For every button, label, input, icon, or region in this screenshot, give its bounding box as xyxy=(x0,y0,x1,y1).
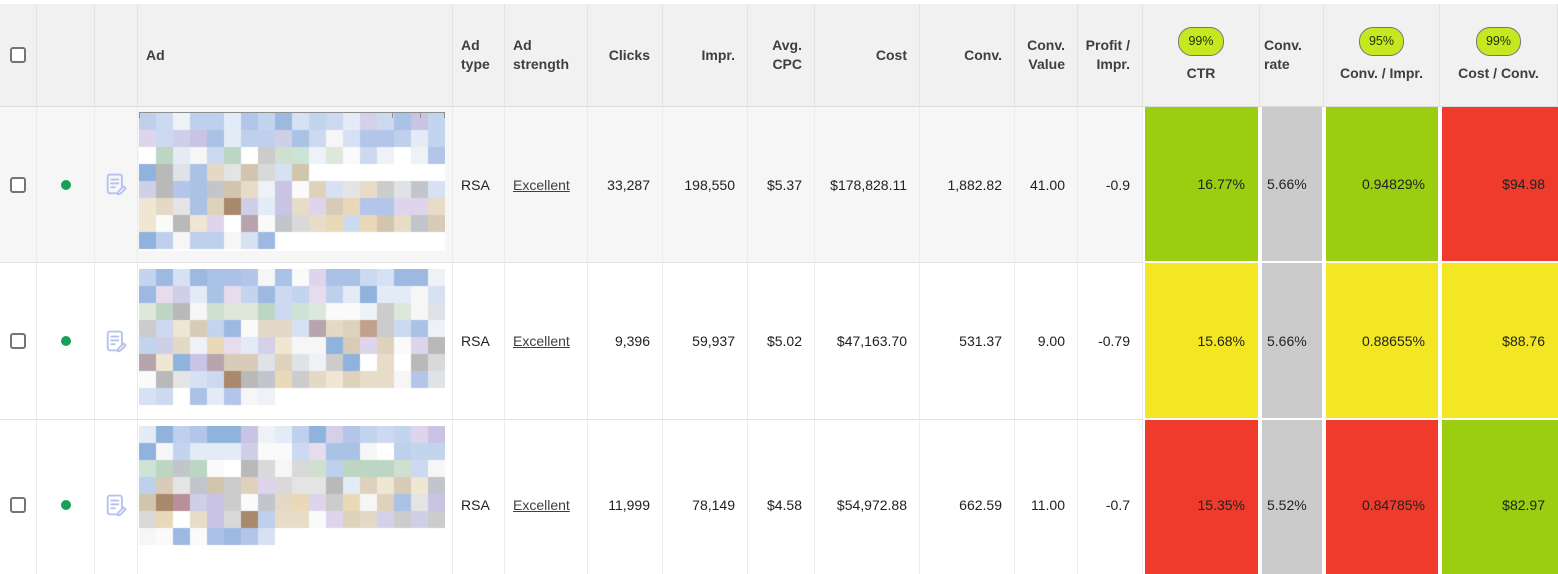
ctr-cell: 16.77% xyxy=(1143,107,1260,263)
edit-header-cell xyxy=(95,4,138,107)
row-select-cell xyxy=(0,107,37,263)
conv-rate-cell: 5.52% xyxy=(1260,420,1324,574)
row-select-cell xyxy=(0,420,37,574)
select-all-cell xyxy=(0,4,37,107)
conv-cell: 662.59 xyxy=(920,420,1015,574)
cost-per-conv-cell: $88.76 xyxy=(1440,263,1558,420)
profit-impr-cell: -0.7 xyxy=(1078,420,1143,574)
edit-document-icon xyxy=(106,494,127,516)
clicks-cell: 11,999 xyxy=(588,420,663,574)
ad-preview-frame xyxy=(139,112,445,118)
edit-ad-button[interactable] xyxy=(103,171,130,198)
status-cell xyxy=(37,420,95,574)
ctr-cell: 15.68% xyxy=(1143,263,1260,420)
header-conv-rate[interactable]: Conv. rate xyxy=(1260,4,1324,107)
table-row: RSA Excellent 11,999 78,149 $4.58 $54,97… xyxy=(0,420,1558,574)
ctr-cell: 15.35% xyxy=(1143,420,1260,574)
conv-cell: 531.37 xyxy=(920,263,1015,420)
row-select-cell xyxy=(0,263,37,420)
ad-strength-cell: Excellent xyxy=(505,263,588,420)
status-enabled-dot[interactable] xyxy=(60,179,71,190)
ad-strength-cell: Excellent xyxy=(505,420,588,574)
ad-preview-cell xyxy=(138,107,453,263)
ad-strength-link[interactable]: Excellent xyxy=(513,176,570,193)
status-header-cell xyxy=(37,4,95,107)
edit-document-icon xyxy=(106,173,127,196)
edit-cell xyxy=(95,420,138,574)
impr-cell: 59,937 xyxy=(663,263,748,420)
ad-strength-cell: Excellent xyxy=(505,107,588,263)
ad-preview-cell xyxy=(138,263,453,420)
ad-preview-blurred xyxy=(139,269,445,413)
ad-type-cell: RSA xyxy=(453,420,505,574)
table-header: Ad Ad type Ad strength Clicks Impr. Avg.… xyxy=(0,4,1558,107)
header-profit-impr[interactable]: Profit / Impr. xyxy=(1078,4,1143,107)
header-conv-per-impr[interactable]: 95% Conv. / Impr. xyxy=(1324,4,1440,107)
cost-per-conv-cell: $94.98 xyxy=(1440,107,1558,263)
avg-cpc-cell: $5.37 xyxy=(748,107,815,263)
impr-cell: 78,149 xyxy=(663,420,748,574)
header-conv-value[interactable]: Conv. Value xyxy=(1015,4,1078,107)
header-ad-strength[interactable]: Ad strength xyxy=(505,4,588,107)
edit-cell xyxy=(95,263,138,420)
ad-strength-link[interactable]: Excellent xyxy=(513,333,570,349)
header-ad[interactable]: Ad xyxy=(138,4,453,107)
row-checkbox[interactable] xyxy=(10,497,26,513)
select-all-checkbox[interactable] xyxy=(10,47,26,63)
header-cost-per-conv[interactable]: 99% Cost / Conv. xyxy=(1440,4,1558,107)
impr-cell: 198,550 xyxy=(663,107,748,263)
conv-value-cell: 41.00 xyxy=(1015,107,1078,263)
header-ad-type[interactable]: Ad type xyxy=(453,4,505,107)
avg-cpc-cell: $4.58 xyxy=(748,420,815,574)
status-cell xyxy=(37,107,95,263)
ad-strength-link[interactable]: Excellent xyxy=(513,497,570,513)
row-checkbox[interactable] xyxy=(10,176,26,193)
clicks-cell: 33,287 xyxy=(588,107,663,263)
status-enabled-dot[interactable] xyxy=(60,336,71,346)
conv-value-cell: 9.00 xyxy=(1015,263,1078,420)
status-enabled-dot[interactable] xyxy=(60,500,71,510)
ad-preview-cell xyxy=(138,420,453,574)
edit-document-icon xyxy=(106,330,127,352)
ad-preview-blurred xyxy=(139,426,445,560)
header-ctr[interactable]: 99% CTR xyxy=(1143,4,1260,107)
cost-conv-significance-badge: 99% xyxy=(1475,27,1521,56)
ad-type-cell: RSA xyxy=(453,263,505,420)
cost-per-conv-cell: $82.97 xyxy=(1440,420,1558,574)
row-checkbox[interactable] xyxy=(10,333,26,349)
edit-cell xyxy=(95,107,138,263)
profit-impr-cell: -0.79 xyxy=(1078,263,1143,420)
table-row: RSA Excellent 9,396 59,937 $5.02 $47,163… xyxy=(0,263,1558,420)
cost-cell: $178,828.11 xyxy=(815,107,920,263)
conv-impr-significance-badge: 95% xyxy=(1358,27,1404,56)
conv-per-impr-cell: 0.94829% xyxy=(1324,107,1440,263)
header-clicks[interactable]: Clicks xyxy=(588,4,663,107)
conv-rate-cell: 5.66% xyxy=(1260,263,1324,420)
ad-type-cell: RSA xyxy=(453,107,505,263)
status-cell xyxy=(37,263,95,420)
ctr-significance-badge: 99% xyxy=(1178,27,1224,56)
header-avg-cpc[interactable]: Avg. CPC xyxy=(748,4,815,107)
conv-value-cell: 11.00 xyxy=(1015,420,1078,574)
conv-per-impr-cell: 0.88655% xyxy=(1324,263,1440,420)
header-impr[interactable]: Impr. xyxy=(663,4,748,107)
edit-ad-button[interactable] xyxy=(103,492,130,519)
clicks-cell: 9,396 xyxy=(588,263,663,420)
ad-preview-blurred xyxy=(139,113,445,251)
profit-impr-cell: -0.9 xyxy=(1078,107,1143,263)
table-row: RSA Excellent 33,287 198,550 $5.37 $178,… xyxy=(0,107,1558,263)
cost-cell: $54,972.88 xyxy=(815,420,920,574)
top-strip xyxy=(0,0,1558,4)
conv-cell: 1,882.82 xyxy=(920,107,1015,263)
edit-ad-button[interactable] xyxy=(103,328,130,355)
conv-per-impr-cell: 0.84785% xyxy=(1324,420,1440,574)
cost-cell: $47,163.70 xyxy=(815,263,920,420)
header-cost[interactable]: Cost xyxy=(815,4,920,107)
conv-rate-cell: 5.66% xyxy=(1260,107,1324,263)
avg-cpc-cell: $5.02 xyxy=(748,263,815,420)
header-conv[interactable]: Conv. xyxy=(920,4,1015,107)
